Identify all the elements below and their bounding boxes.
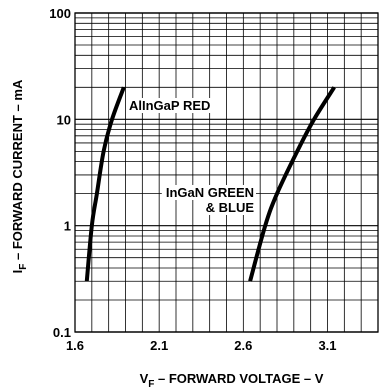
- series-label: AlInGaP RED: [129, 98, 210, 113]
- x-tick-label: 2.1: [150, 338, 168, 353]
- chart-series: [84, 86, 336, 282]
- series-label: InGaN GREEN: [166, 185, 254, 200]
- x-tick-label: 2.6: [234, 338, 252, 353]
- y-tick-label: 10: [57, 112, 71, 127]
- chart-axes: 1.6 2.1 2.6 3.1 0.1 1 10 100: [49, 6, 379, 353]
- y-axis-label: IF – FORWARD CURRENT – mA: [10, 79, 29, 273]
- x-axis-label: VF – FORWARD VOLTAGE – V: [140, 371, 324, 390]
- chart-grid: [74, 12, 379, 333]
- y-tick-label: 100: [49, 6, 71, 21]
- series-label-background: [161, 185, 256, 200]
- series-label-background: [202, 200, 256, 215]
- plot-frame: [74, 12, 379, 333]
- x-tick-label: 1.6: [66, 338, 84, 353]
- y-tick-label: 1: [64, 219, 71, 234]
- series-label: & BLUE: [206, 200, 255, 215]
- y-tick-label: 0.1: [53, 325, 71, 340]
- series-line: [248, 86, 336, 282]
- x-tick-label: 3.1: [318, 338, 336, 353]
- chart-labels: VF – FORWARD VOLTAGE – V IF – FORWARD CUR…: [10, 79, 324, 390]
- series-line: [84, 86, 126, 282]
- series-label-background: [127, 98, 222, 113]
